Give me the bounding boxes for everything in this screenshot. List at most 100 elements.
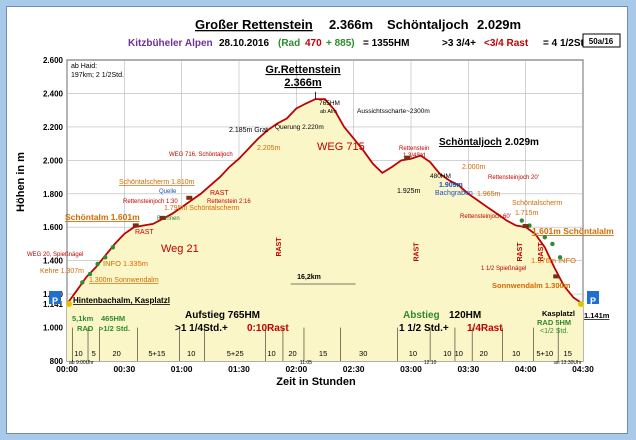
grat-label: 2.185m Grat (229, 127, 268, 134)
tree-marker (542, 235, 547, 240)
abstieg-hm: 120HM (449, 310, 481, 321)
segment-duration-label: 20 (113, 349, 121, 358)
abstieg-label: Abstieg (403, 310, 440, 321)
segment-duration-label: 10 (74, 349, 82, 358)
segment-duration-label: 10 (187, 349, 195, 358)
segment-duration-label: 20 (479, 349, 487, 358)
rettenstein-right-label: Rettenstein (399, 146, 429, 152)
weg716-label: WEG 716, Schöntaljoch (169, 152, 233, 158)
x-tick-label: 04:00 (515, 364, 537, 374)
tree-marker (95, 261, 100, 267)
querung-label: Querung 2.220m (275, 124, 324, 131)
segment-duration-label: 5+15 (148, 349, 165, 358)
rast-vertical-label: RAST (538, 242, 545, 262)
y-tick-label: 1.800 (43, 190, 64, 199)
rettenstein-216-label: Rettenstein 2:16 (207, 199, 251, 205)
tree-marker (87, 271, 93, 277)
segment-duration-label: 20 (288, 349, 296, 358)
rast-left-label: RAST (135, 229, 154, 236)
abstieg-rast: 1/4Rast (467, 323, 503, 334)
p-sign-left: P (52, 296, 58, 306)
parking-sign (587, 291, 599, 304)
hoehe1965-label: 1.965m (477, 191, 501, 198)
abstieg-time: 1 1/2 Std.+ (399, 323, 449, 334)
time-total: = 4 1/2Std. (543, 38, 593, 49)
hoehe1715-label: 1.715m (515, 210, 539, 217)
brunnen-label: Brunnen (157, 216, 180, 222)
sonnwend-left-label: 1.300m Sonnwendalm (89, 277, 159, 284)
x-tick-label: 03:30 (457, 364, 479, 374)
segment-duration-label: 10 (409, 349, 417, 358)
rast-vertical-label: RAST (414, 242, 421, 262)
info-right-label: 1.376m INFO (531, 256, 576, 265)
schoentalm-right-label: 1.601m Schöntalalm (532, 226, 614, 236)
hut-marker (186, 195, 193, 200)
chart-header: Großer Rettenstein 2.366m Schöntaljoch 2… (128, 17, 621, 49)
x-tick-label: 00:30 (113, 364, 135, 374)
station-end-label: Kasplatzl (542, 309, 575, 318)
y-tick-label: 2.000 (43, 156, 64, 165)
aufstieg-rast: 0:10Rast (247, 323, 289, 334)
info-left-label: INFO 1.335m (103, 259, 148, 268)
time-1105: 11:05 (300, 360, 312, 366)
quelle-label: Quelle (159, 189, 177, 195)
tree-marker (519, 218, 525, 223)
end-marker (578, 300, 584, 307)
hoehe1925-label: 1.925m (397, 188, 421, 195)
title-peak: Großer Rettenstein (195, 17, 313, 32)
rad-left-label: RAD (77, 324, 94, 333)
y-tick-label: 1.600 (43, 223, 64, 232)
segment-duration-label: 10 (443, 349, 451, 358)
rad-label: (Rad (278, 38, 300, 49)
bachgraben2-label: Bachgraben (435, 190, 473, 197)
segment-duration-label: 10 (455, 349, 463, 358)
rast-vertical-label: RAST (276, 237, 283, 257)
rad-plus: + 885) (326, 38, 355, 49)
summit-label: Gr.Rettenstein (265, 64, 340, 76)
alm765-label: 765HM (319, 100, 340, 107)
hoehe2000-label: 2.000m (462, 164, 486, 171)
profile-line (66, 98, 584, 305)
rettenstein-joch-left: Rettensteinjoch 1:30 (123, 199, 178, 205)
time-rast: <3/4 Rast (484, 38, 529, 49)
rettenstein-j60-label: Rettensteinjoch 60' (460, 214, 511, 220)
x-tick-label: 01:00 (171, 364, 193, 374)
sonnwend-right-label: Sonnwendalm 1.300m (492, 281, 571, 290)
tree-marker (557, 255, 563, 260)
y-tick-label: 2.400 (43, 89, 64, 98)
hm-total: = 1355HM (363, 38, 409, 49)
time-part: >3 3/4+ (442, 38, 476, 49)
figure-frame: Großer Rettenstein 2.366m Schöntaljoch 2… (6, 6, 628, 434)
date-label: 28.10.2016 (219, 38, 269, 49)
y-tick-label: 1.000 (43, 324, 64, 333)
x-tick-label: 00:00 (56, 364, 78, 374)
saddle-label: Schöntaljoch (439, 137, 502, 148)
time-end: an 13:30Uhr (554, 360, 582, 366)
y-tick-label: 2.600 (43, 56, 64, 65)
region-label: Kitzbüheler Alpen (128, 38, 213, 49)
station-start-label: Hintenbachalm, Kasplatzl (73, 296, 170, 305)
start-marker (66, 300, 72, 307)
annotations: Hintenbachalm, Kasplatzl P Schöntalm 1.601… (27, 91, 614, 366)
x-tick-label: 03:00 (400, 364, 422, 374)
tree-marker (80, 280, 85, 285)
rad-left-hm: 465HM (101, 314, 125, 323)
start-note-line1: ab Haid: (71, 63, 97, 70)
x-axis-title: Zeit in Stunden (276, 376, 356, 388)
profile-area (66, 98, 584, 361)
rad-left-km: 5,1km (72, 314, 94, 323)
aufstieg-label: Aufstieg 765HM (185, 310, 260, 321)
rad-left-time: >1/2 Std. (99, 324, 130, 333)
station-end-value: 1.141m (584, 311, 610, 320)
time-start: ab 9:00Uhr (69, 360, 94, 366)
segment-duration-label: 5+25 (227, 349, 244, 358)
schoentalscherm2-label: 1.795m Schöntalscherm (164, 205, 240, 212)
rast-mid-label: RAST (210, 190, 229, 197)
x-tick-labels: 00:00 00:30 01:00 01:30 02:00 02:30 03:00 03:30… (56, 364, 594, 374)
hut-marker (404, 155, 411, 160)
y-axis-title: Höhen in m (15, 152, 27, 212)
segment-durations: 10 5 20 5+15 10 5+25 10 20 15 30 10 10 10 20 10 5+10 15 (72, 327, 572, 361)
title-saddle: Schöntaljoch (387, 17, 469, 32)
segment-duration-label: 5 (92, 349, 96, 358)
segment-duration-label: 15 (564, 349, 572, 358)
